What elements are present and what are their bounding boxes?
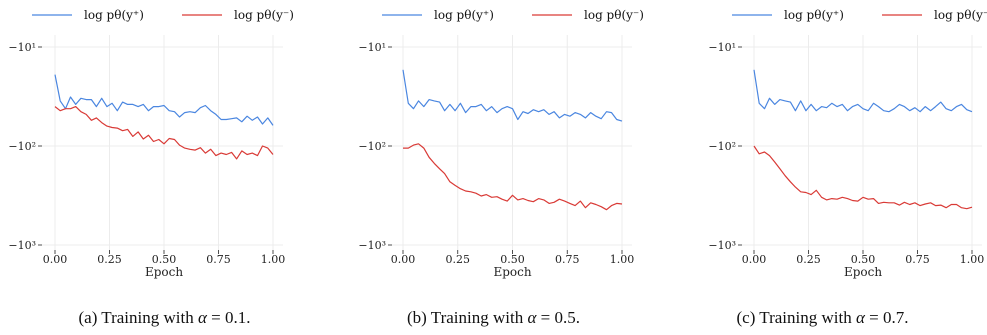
x-axis-label: Epoch <box>493 265 531 279</box>
pos-series-line <box>402 69 623 122</box>
neg-series-line <box>54 105 274 160</box>
caption-c: (c) Training with α = 0.7. <box>658 308 987 328</box>
caption-c-alpha: α <box>855 308 865 327</box>
x-axis-label: Epoch <box>844 265 882 279</box>
caption-b-prefix: (b) Training with <box>407 308 528 327</box>
caption-a: (a) Training with α = 0.1. <box>0 308 329 328</box>
x-tick-label: 0.50 <box>152 253 177 266</box>
y-tick-label: −10² <box>8 140 36 153</box>
x-tick-label: 0.75 <box>206 253 231 266</box>
pos-series-line <box>753 69 973 113</box>
x-tick-label: 1.00 <box>261 253 286 266</box>
legend-pos-label: log pθ(y⁺) <box>784 8 844 22</box>
x-tick-label: 0.50 <box>851 253 876 266</box>
x-tick-label: 0.25 <box>97 253 122 266</box>
chart-panel-3: 0.00 0.25 0.50 0.75 1.00 Epoch −10¹ −10² −10³ log… <box>708 8 987 279</box>
y-tick-label: −10¹ <box>358 41 386 54</box>
y-tick-label: −10³ <box>358 239 386 252</box>
caption-c-prefix: (c) Training with <box>736 308 856 327</box>
x-tick-label: 0.25 <box>446 253 471 266</box>
neg-series-line <box>753 145 973 210</box>
chart-panel-2: 0.00 0.25 0.50 0.75 1.00 Epoch −10¹ −10² −10³ log… <box>358 8 644 279</box>
y-tick-label: −10³ <box>708 239 736 252</box>
caption-b-alpha: α <box>527 308 537 327</box>
x-tick-label: 0.25 <box>796 253 821 266</box>
y-tick-label: −10¹ <box>8 41 36 54</box>
x-tick-label: 0.00 <box>43 253 68 266</box>
legend-neg-label: log pθ(y⁻) <box>584 8 644 22</box>
y-tick-label: −10³ <box>8 239 36 252</box>
caption-a-suffix: = 0.1. <box>206 308 251 327</box>
caption-b: (b) Training with α = 0.5. <box>329 308 658 328</box>
chart-panel-1: 0.00 0.25 0.50 0.75 1.00 Epoch −10¹ −10² −10³ log… <box>8 8 294 279</box>
pos-series-line <box>54 74 274 126</box>
caption-b-suffix: = 0.5. <box>536 308 580 327</box>
caption-a-prefix: (a) Training with <box>78 308 198 327</box>
y-tick-label: −10² <box>708 140 736 153</box>
caption-c-suffix: = 0.7. <box>864 308 909 327</box>
caption-a-alpha: α <box>197 308 207 327</box>
x-tick-label: 0.75 <box>905 253 930 266</box>
legend-neg-label: log pθ(y⁻) <box>934 8 987 22</box>
legend-neg-label: log pθ(y⁻) <box>234 8 294 22</box>
legend-pos-label: log pθ(y⁺) <box>84 8 144 22</box>
x-tick-label: 0.00 <box>391 253 416 266</box>
x-axis-label: Epoch <box>145 265 183 279</box>
x-tick-label: 1.00 <box>610 253 635 266</box>
x-tick-label: 0.75 <box>555 253 580 266</box>
neg-series-line <box>403 143 623 211</box>
y-tick-label: −10¹ <box>708 41 736 54</box>
x-tick-label: 0.00 <box>742 253 767 266</box>
x-tick-label: 0.50 <box>500 253 525 266</box>
x-tick-label: 1.00 <box>960 253 985 266</box>
legend-pos-label: log pθ(y⁺) <box>434 8 494 22</box>
y-tick-label: −10² <box>358 140 386 153</box>
